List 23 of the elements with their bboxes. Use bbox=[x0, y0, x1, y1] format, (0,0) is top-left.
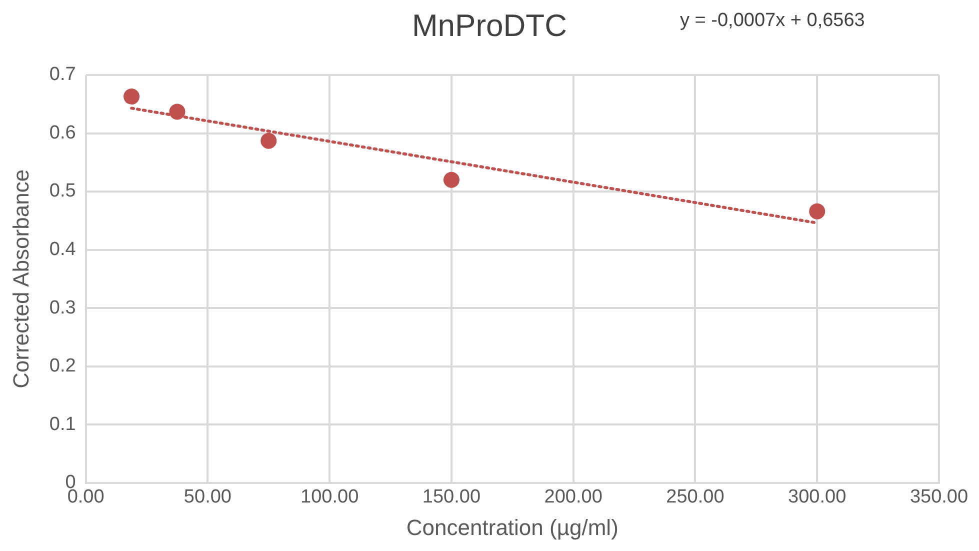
x-tick-label: 350.00 bbox=[910, 486, 968, 508]
y-tick-label: 0.1 bbox=[49, 414, 76, 435]
point bbox=[260, 132, 277, 149]
text: y = -0,0007x + 0,6563 bbox=[680, 10, 865, 32]
point bbox=[443, 172, 460, 188]
chart-title: MnProDTC bbox=[412, 8, 567, 43]
y-tick-label: 0.3 bbox=[49, 297, 76, 318]
x-axis-title: Concentration (µg/ml) bbox=[406, 514, 618, 540]
y-tick-label: 0.4 bbox=[49, 239, 76, 260]
y-axis-title: Corrected Absorbance bbox=[8, 169, 34, 388]
y-tick-label: 0.2 bbox=[49, 356, 76, 377]
y-tick-label: 0.6 bbox=[49, 122, 76, 144]
point bbox=[169, 104, 186, 120]
x-tick-label: 150.00 bbox=[422, 486, 481, 508]
x-tick-label: 300.00 bbox=[788, 486, 846, 508]
point bbox=[124, 88, 140, 105]
point bbox=[809, 203, 826, 220]
x-tick-label: 250.00 bbox=[666, 486, 724, 508]
x-tick-label: 200.00 bbox=[544, 486, 602, 508]
x-tick-label: 50.00 bbox=[184, 486, 232, 508]
x-tick-label: 100.00 bbox=[300, 486, 359, 508]
y-tick-label: 0.7 bbox=[49, 64, 76, 86]
y-tick-label: 0.5 bbox=[49, 180, 76, 202]
